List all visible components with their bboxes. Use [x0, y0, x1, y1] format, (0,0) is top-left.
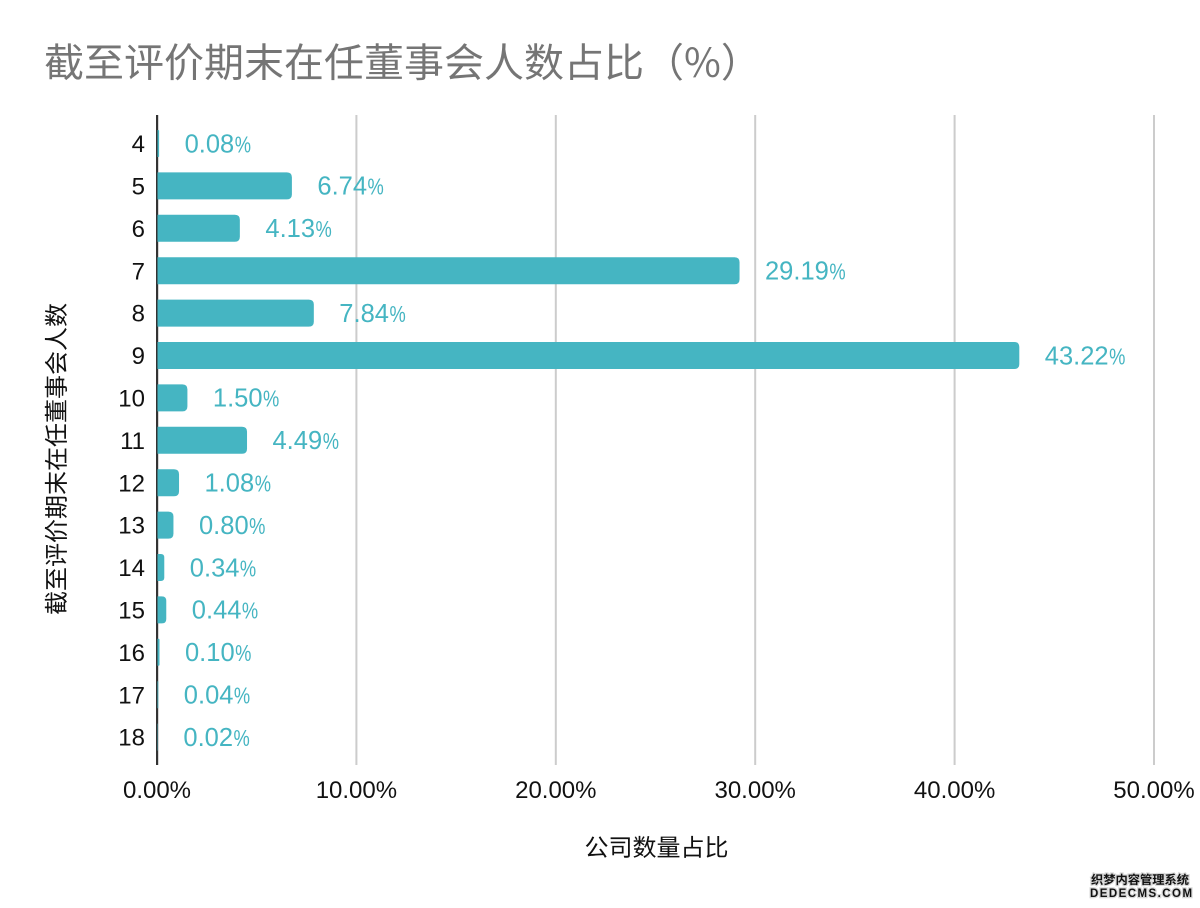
svg-text:17: 17: [118, 682, 145, 709]
svg-text:%: %: [235, 132, 251, 158]
svg-text:%: %: [829, 259, 845, 285]
svg-text:15: 15: [118, 598, 145, 625]
svg-text:18: 18: [118, 725, 145, 752]
svg-text:%: %: [316, 217, 332, 243]
svg-text:%: %: [235, 641, 251, 667]
svg-text:4: 4: [132, 131, 145, 158]
svg-text:%: %: [234, 683, 250, 709]
svg-text:0.08: 0.08: [185, 130, 235, 158]
svg-text:4.49: 4.49: [273, 427, 323, 455]
svg-text:43.22: 43.22: [1045, 342, 1109, 370]
svg-text:5: 5: [132, 174, 145, 201]
svg-text:6.74: 6.74: [317, 173, 367, 201]
svg-text:20.00%: 20.00%: [515, 777, 596, 804]
svg-text:%: %: [390, 302, 406, 328]
svg-text:14: 14: [118, 555, 145, 582]
svg-text:0.44: 0.44: [192, 597, 242, 625]
svg-text:4.13: 4.13: [265, 215, 315, 243]
svg-text:11: 11: [120, 428, 145, 455]
svg-text:16: 16: [118, 640, 145, 667]
svg-text:0.00%: 0.00%: [123, 777, 191, 804]
svg-text:12: 12: [118, 470, 145, 497]
svg-text:7: 7: [132, 258, 145, 285]
svg-text:1.50: 1.50: [213, 385, 263, 413]
svg-text:8: 8: [132, 301, 145, 328]
svg-text:6: 6: [132, 216, 145, 243]
svg-text:%: %: [255, 471, 271, 497]
svg-text:0.10: 0.10: [185, 639, 235, 667]
svg-text:0.34: 0.34: [190, 554, 240, 582]
svg-text:%: %: [263, 387, 279, 413]
svg-text:40.00%: 40.00%: [914, 777, 995, 804]
svg-text:29.19: 29.19: [765, 258, 829, 286]
svg-text:%: %: [323, 429, 339, 455]
svg-text:0.80: 0.80: [199, 512, 249, 540]
svg-text:%: %: [242, 599, 258, 625]
svg-text:%: %: [1109, 344, 1125, 370]
svg-text:7.84: 7.84: [339, 300, 389, 328]
svg-text:%: %: [249, 514, 265, 540]
svg-text:30.00%: 30.00%: [714, 777, 795, 804]
svg-text:%: %: [240, 556, 256, 582]
svg-text:50.00%: 50.00%: [1113, 777, 1194, 804]
svg-text:0.04: 0.04: [184, 682, 234, 710]
svg-text:%: %: [368, 175, 384, 201]
svg-text:0.02: 0.02: [183, 724, 233, 752]
svg-text:10: 10: [118, 386, 145, 413]
svg-text:9: 9: [132, 343, 145, 370]
svg-text:13: 13: [118, 513, 145, 540]
svg-text:10.00%: 10.00%: [316, 777, 397, 804]
svg-text:%: %: [234, 726, 250, 752]
svg-text:1.08: 1.08: [205, 470, 255, 498]
svg-text:DEDECMS.COM: DEDECMS.COM: [1090, 888, 1193, 900]
